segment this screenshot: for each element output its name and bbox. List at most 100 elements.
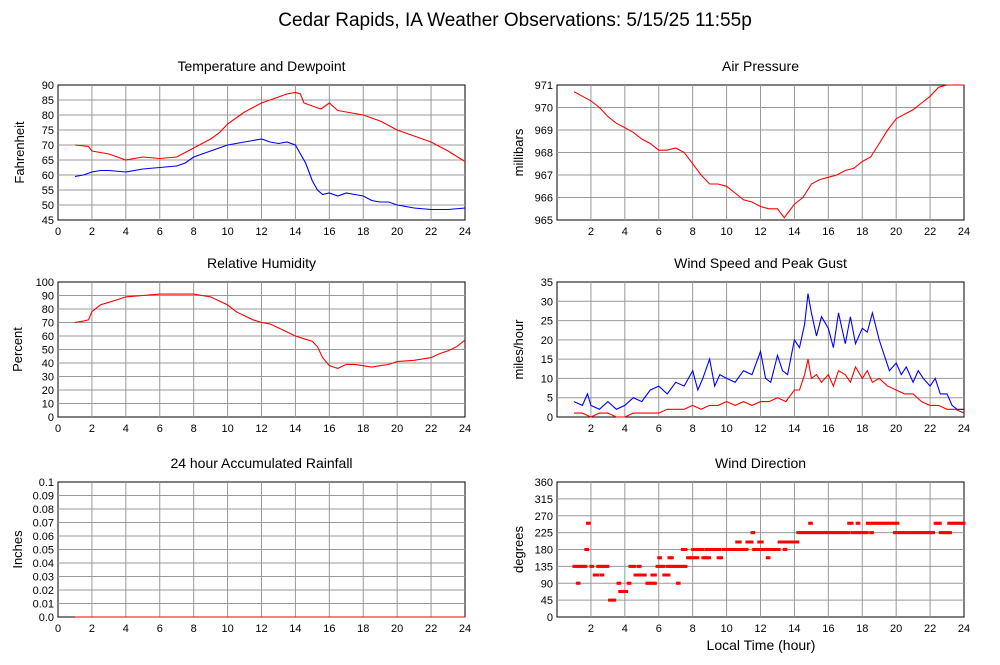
- x-tick-label: 18: [357, 623, 369, 635]
- x-tick-label: 16: [822, 226, 834, 238]
- direction-point: [811, 531, 815, 535]
- y-tick-label: 969: [535, 125, 553, 137]
- y-tick-label: 0.08: [33, 504, 54, 516]
- x-tick-label: 16: [323, 423, 335, 435]
- direction-point: [925, 531, 929, 535]
- x-tick-label: 2: [89, 623, 95, 635]
- direction-point: [952, 521, 956, 525]
- direction-point: [904, 531, 908, 535]
- direction-point: [809, 531, 813, 535]
- direction-point: [889, 521, 893, 525]
- direction-point: [792, 540, 796, 544]
- x-tick-label: 6: [157, 226, 163, 238]
- direction-point: [618, 590, 622, 593]
- direction-point: [708, 556, 712, 560]
- direction-point: [896, 521, 900, 525]
- direction-point: [879, 521, 883, 525]
- direction-point: [899, 531, 903, 535]
- direction-point: [857, 531, 861, 535]
- direction-point: [767, 548, 771, 551]
- chart-title: 24 hour Accumulated Rainfall: [170, 455, 352, 471]
- y-tick-label: 40: [42, 358, 54, 370]
- direction-point: [855, 521, 859, 525]
- y-tick-label: 45: [541, 595, 553, 607]
- direction-point: [762, 548, 766, 551]
- x-tick-label: 20: [890, 423, 902, 435]
- direction-point: [628, 564, 632, 568]
- direction-point: [618, 581, 622, 585]
- direction-point: [752, 548, 756, 551]
- x-tick-label: 22: [924, 226, 936, 238]
- x-tick-label: 18: [357, 226, 369, 238]
- direction-point: [884, 521, 888, 525]
- x-tick-label: 14: [788, 623, 800, 635]
- y-tick-label: 971: [535, 80, 553, 92]
- direction-point: [584, 564, 588, 568]
- y-tick-label: 90: [42, 291, 54, 303]
- direction-point: [945, 531, 949, 535]
- direction-point: [784, 540, 788, 544]
- y-tick-label: 0.09: [33, 491, 54, 503]
- direction-point: [738, 548, 742, 551]
- direction-point: [809, 521, 813, 525]
- x-tick-label: 2: [588, 226, 594, 238]
- direction-point: [670, 564, 674, 568]
- direction-point: [894, 531, 898, 535]
- direction-point: [820, 531, 824, 535]
- direction-point: [872, 521, 876, 525]
- y-axis-label: millibars: [511, 128, 526, 176]
- direction-point: [740, 548, 744, 551]
- direction-point: [672, 564, 676, 568]
- direction-point: [814, 531, 818, 535]
- series-line-0: [573, 293, 964, 410]
- x-tick-label: 8: [690, 423, 696, 435]
- x-tick-label: 10: [221, 623, 233, 635]
- y-tick-label: 55: [42, 185, 54, 197]
- x-tick-label: 20: [890, 623, 902, 635]
- direction-point: [606, 564, 610, 568]
- direction-point: [803, 531, 807, 535]
- x-tick-label: 4: [123, 423, 129, 435]
- direction-point: [813, 531, 817, 535]
- direction-point: [950, 521, 954, 525]
- x-tick-label: 20: [391, 226, 403, 238]
- direction-point: [714, 548, 718, 551]
- direction-point: [670, 556, 674, 560]
- x-tick-label: 10: [720, 623, 732, 635]
- direction-point: [781, 540, 785, 544]
- direction-point: [684, 548, 688, 551]
- direction-point: [796, 540, 800, 544]
- direction-point: [719, 556, 723, 560]
- direction-point: [708, 548, 712, 551]
- direction-point: [850, 521, 854, 525]
- direction-point: [779, 540, 783, 544]
- direction-point: [750, 540, 754, 544]
- x-tick-label: 16: [323, 623, 335, 635]
- y-tick-label: 15: [541, 354, 553, 366]
- direction-point: [601, 564, 605, 568]
- direction-point: [859, 531, 863, 535]
- direction-point: [808, 531, 812, 535]
- y-tick-label: 970: [535, 103, 553, 115]
- direction-point: [774, 548, 778, 551]
- direction-point: [794, 540, 798, 544]
- direction-point: [728, 548, 732, 551]
- x-tick-label: 22: [924, 423, 936, 435]
- direction-point: [826, 531, 830, 535]
- direction-point: [694, 548, 698, 551]
- direction-point: [753, 548, 757, 551]
- direction-point: [636, 573, 640, 577]
- x-tick-label: 20: [391, 423, 403, 435]
- direction-point: [804, 531, 808, 535]
- direction-point: [723, 548, 727, 551]
- x-tick-label: 4: [622, 423, 628, 435]
- direction-point: [653, 581, 657, 585]
- direction-point: [599, 564, 603, 568]
- direction-point: [921, 531, 925, 535]
- direction-point: [772, 548, 776, 551]
- x-tick-label: 12: [255, 623, 267, 635]
- direction-point: [660, 564, 664, 568]
- direction-point: [594, 573, 598, 577]
